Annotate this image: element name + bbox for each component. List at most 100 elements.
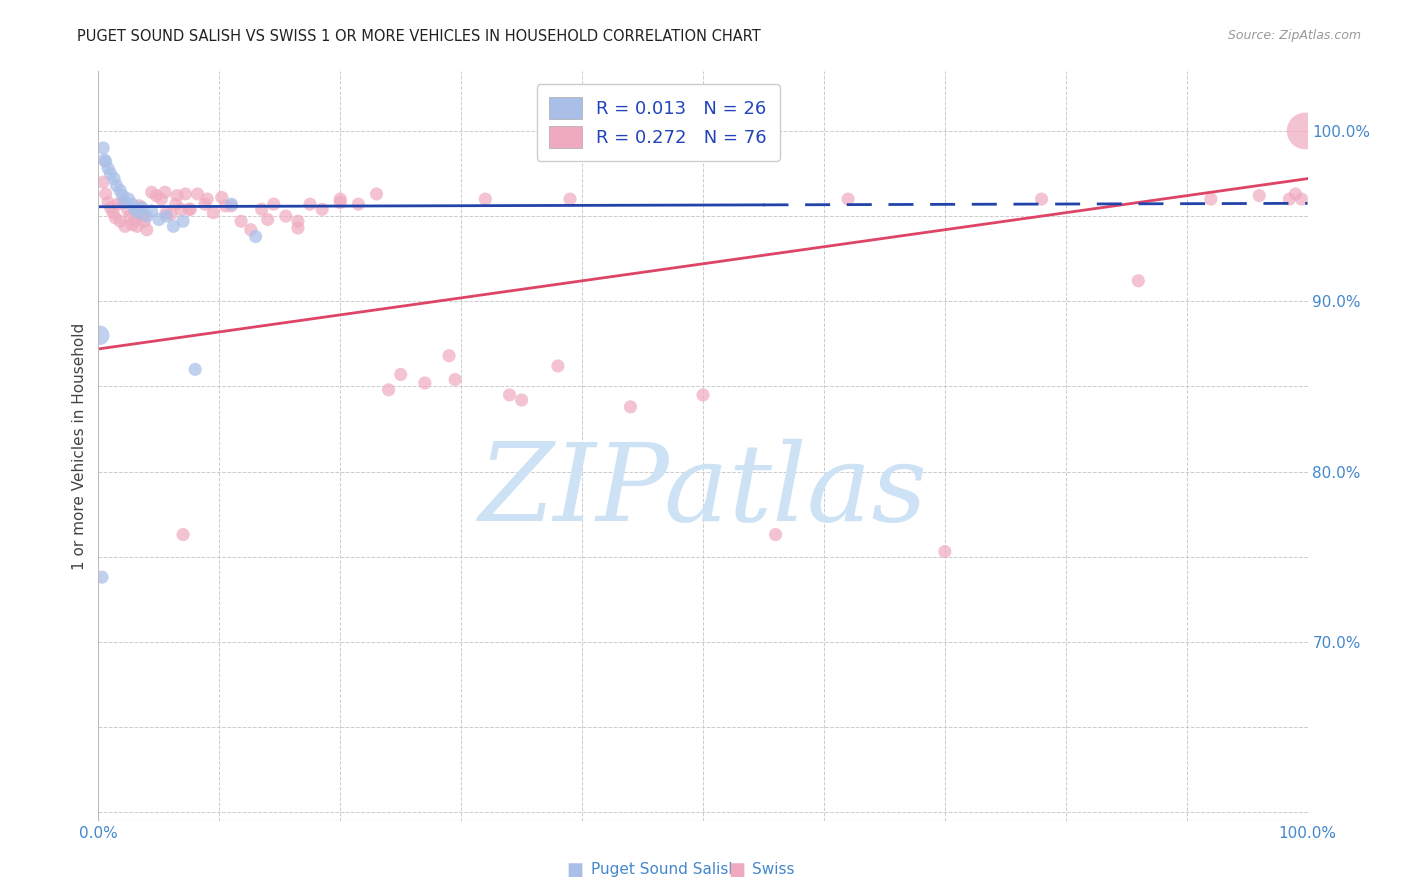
Point <box>94 154 117 169</box>
Point <box>547 359 569 373</box>
Point <box>141 186 163 200</box>
Point <box>94 186 117 201</box>
Point <box>135 209 157 223</box>
Point <box>174 186 197 201</box>
Point <box>347 197 370 211</box>
Point <box>1294 124 1316 138</box>
Point <box>169 202 191 217</box>
Point <box>329 195 352 210</box>
Point <box>211 190 233 204</box>
Point <box>329 192 352 206</box>
Point <box>437 349 460 363</box>
Point <box>104 211 127 225</box>
Point <box>229 214 252 228</box>
Point <box>127 205 149 219</box>
Point <box>91 175 114 189</box>
Point <box>195 192 218 206</box>
Point <box>128 199 150 213</box>
Point <box>239 223 262 237</box>
Point <box>145 188 167 202</box>
Point <box>498 388 520 402</box>
Point <box>100 201 122 215</box>
Point <box>1249 188 1271 202</box>
Point <box>250 202 273 217</box>
Text: ■: ■ <box>728 861 745 879</box>
Point <box>187 186 209 201</box>
Point <box>413 376 436 390</box>
Y-axis label: 1 or more Vehicles in Household: 1 or more Vehicles in Household <box>72 322 87 570</box>
Point <box>91 141 114 155</box>
Point <box>172 527 194 541</box>
Point <box>97 161 120 176</box>
Point <box>287 221 309 235</box>
Point <box>179 202 201 217</box>
Point <box>172 214 194 228</box>
Point <box>214 199 236 213</box>
Text: ZIPatlas: ZIPatlas <box>478 438 928 543</box>
Point <box>121 197 143 211</box>
Point <box>366 186 388 201</box>
Point <box>221 199 243 213</box>
Point <box>131 201 153 215</box>
Point <box>127 219 149 234</box>
Point <box>114 219 136 234</box>
Point <box>194 197 217 211</box>
Point <box>166 188 188 202</box>
Point <box>1291 192 1313 206</box>
Point <box>150 192 173 206</box>
Point <box>510 392 533 407</box>
Point <box>108 214 131 228</box>
Point <box>184 362 207 376</box>
Point <box>155 205 177 219</box>
Text: PUGET SOUND SALISH VS SWISS 1 OR MORE VEHICLES IN HOUSEHOLD CORRELATION CHART: PUGET SOUND SALISH VS SWISS 1 OR MORE VE… <box>77 29 761 45</box>
Point <box>118 209 141 223</box>
Text: Swiss: Swiss <box>752 863 794 877</box>
Point <box>153 186 176 200</box>
Point <box>105 178 128 193</box>
Point <box>619 400 641 414</box>
Point <box>141 204 163 219</box>
Point <box>1199 192 1222 206</box>
Point <box>765 527 787 541</box>
Point <box>444 373 467 387</box>
Point <box>1278 192 1301 206</box>
Point <box>118 192 141 206</box>
Point <box>934 544 956 558</box>
Point <box>165 197 187 211</box>
Point <box>1284 186 1306 201</box>
Point <box>389 368 412 382</box>
Point <box>117 202 139 217</box>
Point <box>101 205 124 219</box>
Point <box>287 214 309 228</box>
Point <box>124 212 146 227</box>
Point <box>311 202 333 217</box>
Point <box>160 207 183 221</box>
Text: ■: ■ <box>567 861 583 879</box>
Point <box>93 153 115 167</box>
Point <box>558 192 581 206</box>
Point <box>108 184 131 198</box>
Point <box>299 197 322 211</box>
Point <box>124 202 146 217</box>
Point <box>162 219 184 234</box>
Point <box>121 218 143 232</box>
Point <box>474 192 496 206</box>
Point <box>103 171 125 186</box>
Point <box>837 192 859 206</box>
Point <box>245 229 267 244</box>
Point <box>377 383 399 397</box>
Point <box>111 188 134 202</box>
Point <box>155 209 177 223</box>
Point <box>91 570 114 584</box>
Point <box>263 197 285 211</box>
Point <box>1031 192 1053 206</box>
Point <box>256 212 278 227</box>
Point <box>1128 274 1150 288</box>
Point <box>221 197 243 211</box>
Point <box>692 388 714 402</box>
Point <box>135 223 157 237</box>
Point <box>131 209 153 223</box>
Point <box>202 205 225 219</box>
Point <box>134 214 156 228</box>
Text: Puget Sound Salish: Puget Sound Salish <box>591 863 738 877</box>
